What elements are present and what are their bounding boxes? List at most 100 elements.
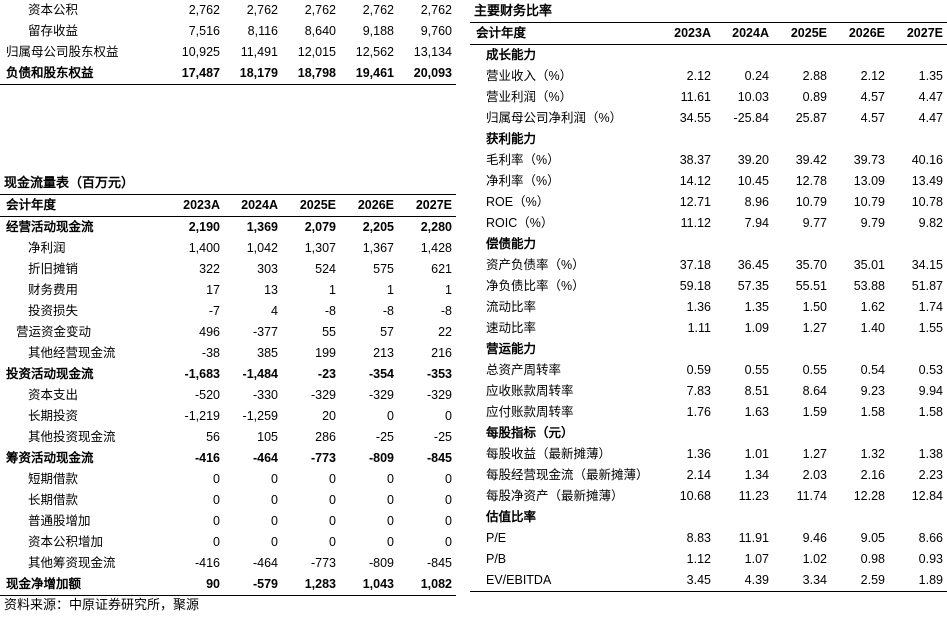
row-value: 2.14 xyxy=(686,468,711,482)
row-value: 11.74 xyxy=(796,489,827,503)
row-value: 1,042 xyxy=(246,241,278,255)
row-value: 3.45 xyxy=(657,570,715,592)
row-value: 0.93 xyxy=(918,552,943,566)
table-row: ROE（%） 12.71 8.96 10.79 10.79 10.78 xyxy=(470,192,947,213)
row-value: 1.09 xyxy=(744,321,769,335)
row-value: -845 xyxy=(426,451,452,465)
row-label: 长期借款 xyxy=(28,493,79,507)
row-value: 1.38 xyxy=(918,447,943,461)
row-value: 9.79 xyxy=(860,216,885,230)
row-value: 18,798 xyxy=(282,63,340,85)
row-label: 其他经营现金流 xyxy=(28,346,116,360)
row-value: 1.63 xyxy=(744,405,769,419)
row-value: 385 xyxy=(257,346,278,360)
header-year: 2026E xyxy=(831,22,889,45)
row-value: 2,190 xyxy=(188,220,220,234)
row-value: 322 xyxy=(199,262,220,276)
row-value: 524 xyxy=(315,262,336,276)
row-value: 12.84 xyxy=(911,489,943,503)
cash-flow-title: 现金流量表（百万元） xyxy=(4,175,135,190)
row-value: 17,487 xyxy=(166,63,224,85)
row-value: 0 xyxy=(445,514,452,528)
row-value: 9.46 xyxy=(802,531,827,545)
row-value: -25 xyxy=(375,430,394,444)
row-value: 0 xyxy=(445,409,452,423)
table-row: 总资产周转率 0.59 0.55 0.55 0.54 0.53 xyxy=(470,360,947,381)
row-value: -1,683 xyxy=(184,367,220,381)
table-row: 归属母公司净利润（%） 34.55 -25.84 25.87 4.57 4.47 xyxy=(470,108,947,129)
row-value: -38 xyxy=(201,346,220,360)
row-value: 0 xyxy=(445,472,452,486)
row-value: 1.32 xyxy=(860,447,885,461)
row-value: 286 xyxy=(315,430,336,444)
row-value: 18,179 xyxy=(224,63,282,85)
table-row: 毛利率（%） 38.37 39.20 39.42 39.73 40.16 xyxy=(470,150,947,171)
table-row: 速动比率 1.11 1.09 1.27 1.40 1.55 xyxy=(470,318,947,339)
row-value: 105 xyxy=(257,430,278,444)
row-value: 8,640 xyxy=(304,24,336,38)
row-value: 10,925 xyxy=(181,45,220,59)
row-value: -329 xyxy=(310,388,336,402)
row-value: 1.35 xyxy=(918,69,943,83)
table-row: 财务费用 17 13 1 1 1 xyxy=(0,280,456,301)
row-value: -809 xyxy=(368,451,394,465)
row-value: 11.23 xyxy=(738,489,769,503)
row-value: 0.53 xyxy=(918,363,943,377)
row-value: 0 xyxy=(213,535,220,549)
table-row: 投资损失 -7 4 -8 -8 -8 xyxy=(0,301,456,322)
header-year: 2027E xyxy=(889,22,947,45)
section-row: 偿债能力 xyxy=(470,234,947,255)
row-value: 3.34 xyxy=(773,570,831,592)
row-value: 0 xyxy=(329,472,336,486)
row-value: 17 xyxy=(206,283,220,297)
row-label: 每股收益（最新摊薄） xyxy=(486,447,612,461)
section-row: 营运能力 xyxy=(470,339,947,360)
row-value: 1.58 xyxy=(918,405,943,419)
section-row: 估值比率 xyxy=(470,507,947,528)
row-value: 90 xyxy=(166,574,224,596)
row-value: 1.07 xyxy=(744,552,769,566)
row-value: 2.12 xyxy=(686,69,711,83)
row-value: 2.16 xyxy=(860,468,885,482)
row-value: -329 xyxy=(368,388,394,402)
row-label: 留存收益 xyxy=(28,24,79,38)
row-value: 1.11 xyxy=(687,321,711,335)
row-value: 1,082 xyxy=(398,574,456,596)
header-year: 2024A xyxy=(715,22,773,45)
row-value: 12.28 xyxy=(853,489,885,503)
row-value: 55 xyxy=(322,325,336,339)
row-value: -25.84 xyxy=(733,111,769,125)
row-value: 216 xyxy=(431,346,452,360)
row-value: 13.09 xyxy=(853,174,885,188)
table-row: 其他投资现金流 56 105 286 -25 -25 xyxy=(0,427,456,448)
row-value: 53.88 xyxy=(853,279,885,293)
row-label: 应收账款周转率 xyxy=(486,384,574,398)
row-value: 2,762 xyxy=(420,3,452,17)
row-value: 9.82 xyxy=(918,216,943,230)
section-row: 获利能力 xyxy=(470,129,947,150)
row-label: 资本公积 xyxy=(28,3,79,17)
balance-sheet-table: 资本公积 2,762 2,762 2,762 2,762 2,762 留存收益 7,516 8,… xyxy=(0,0,456,85)
row-label: 营运资金变动 xyxy=(16,325,92,339)
table-row: ROIC（%） 11.12 7.94 9.77 9.79 9.82 xyxy=(470,213,947,234)
table-row: 每股净资产（最新摊薄） 10.68 11.23 11.74 12.28 12.84 xyxy=(470,486,947,507)
row-value: 37.18 xyxy=(679,258,711,272)
row-value: 12,015 xyxy=(297,45,336,59)
table-row: P/B 1.12 1.07 1.02 0.98 0.93 xyxy=(470,549,947,570)
row-value: 0.55 xyxy=(744,363,769,377)
row-value: 1.55 xyxy=(918,321,943,335)
row-label: 其他投资现金流 xyxy=(28,430,116,444)
row-value: 8.64 xyxy=(802,384,827,398)
row-value: 0.89 xyxy=(802,90,827,104)
balance-sheet-tail: 资本公积 2,762 2,762 2,762 2,762 2,762 留存收益 7,516 8,… xyxy=(0,0,456,85)
row-value: 11.61 xyxy=(680,90,711,104)
table-row: 其他经营现金流 -38 385 199 213 216 xyxy=(0,343,456,364)
row-value: 0.55 xyxy=(802,363,827,377)
table-row: 归属母公司股东权益 10,925 11,491 12,015 12,562 13,134 xyxy=(0,42,456,63)
section-heading: 偿债能力 xyxy=(486,237,537,251)
row-value: 2.03 xyxy=(802,468,827,482)
row-value: 1 xyxy=(329,283,336,297)
row-value: 0.59 xyxy=(686,363,711,377)
row-value: -773 xyxy=(310,451,336,465)
row-value: 0.24 xyxy=(744,69,769,83)
